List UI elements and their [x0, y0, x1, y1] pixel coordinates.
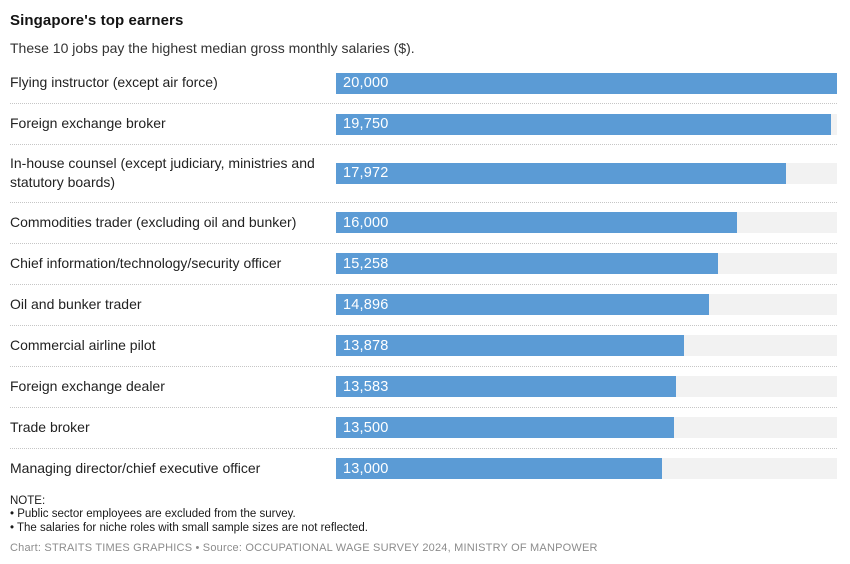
bar-row: Oil and bunker trader 14,896	[10, 285, 837, 326]
bar-value-label: 16,000	[343, 214, 389, 231]
bar-row: Foreign exchange broker 19,750	[10, 104, 837, 145]
note-line: • Public sector employees are excluded f…	[10, 508, 296, 521]
category-label: Commodities trader (excluding oil and bu…	[10, 213, 297, 230]
salary-bar: 19,750	[336, 113, 831, 135]
bar-row: Managing director/chief executive office…	[10, 449, 837, 489]
salary-bar: 13,500	[336, 417, 675, 439]
bar-value-label: 17,972	[343, 165, 389, 182]
category-label: Foreign exchange dealer	[10, 377, 165, 394]
bar-track: 19,750	[336, 113, 837, 135]
bar-row: In-house counsel (except judiciary, mini…	[10, 145, 837, 203]
category-label: Commercial airline pilot	[10, 336, 156, 353]
salary-bar: 14,896	[336, 294, 710, 316]
note-line: • The salaries for niche roles with smal…	[10, 522, 368, 535]
bar-value-label: 15,258	[343, 255, 389, 272]
salary-bar: 13,000	[336, 458, 662, 480]
bar-row: Chief information/technology/security of…	[10, 244, 837, 285]
chart-subtitle: These 10 jobs pay the highest median gro…	[10, 40, 415, 56]
salary-bar: 16,000	[336, 212, 737, 234]
bar-value-label: 14,896	[343, 296, 389, 313]
category-label: Oil and bunker trader	[10, 295, 142, 312]
source-credit: Chart: STRAITS TIMES GRAPHICS • Source: …	[10, 542, 598, 555]
salary-bar: 20,000	[336, 72, 837, 94]
bar-track: 13,878	[336, 335, 837, 357]
bar-value-label: 13,000	[343, 460, 389, 477]
bar-row: Flying instructor (except air force) 20,…	[10, 63, 837, 104]
bar-track: 14,896	[336, 294, 837, 316]
category-label: Trade broker	[10, 418, 90, 435]
chart-title: Singapore's top earners	[10, 12, 184, 29]
category-label: Foreign exchange broker	[10, 115, 166, 132]
salary-bar: 13,583	[336, 376, 677, 398]
bar-value-label: 13,500	[343, 419, 389, 436]
bar-track: 13,500	[336, 417, 837, 439]
bar-value-label: 19,750	[343, 116, 389, 132]
bar-track: 13,000	[336, 458, 837, 480]
category-label: Chief information/technology/security of…	[10, 254, 282, 271]
category-label: Managing director/chief executive office…	[10, 459, 261, 476]
bar-track: 17,972	[336, 162, 837, 184]
note-title: NOTE:	[10, 494, 46, 507]
bar-track: 16,000	[336, 212, 837, 234]
salary-bar: 17,972	[336, 162, 787, 184]
bar-row: Commodities trader (excluding oil and bu…	[10, 203, 837, 244]
bar-row: Trade broker 13,500	[10, 408, 837, 449]
bar-row: Commercial airline pilot 13,878	[10, 326, 837, 367]
bar-track: 15,258	[336, 253, 837, 275]
salary-bar: 13,878	[336, 335, 684, 357]
bar-chart: Flying instructor (except air force) 20,…	[10, 63, 837, 489]
salary-bar: 15,258	[336, 253, 719, 275]
bar-track: 13,583	[336, 376, 837, 398]
bar-track: 20,000	[336, 72, 837, 94]
note-block: NOTE: • Public sector employees are excl…	[10, 495, 837, 536]
bar-row: Foreign exchange dealer 13,583	[10, 367, 837, 408]
bar-value-label: 13,583	[343, 378, 389, 395]
category-label: In-house counsel (except judiciary, mini…	[10, 155, 315, 191]
bar-value-label: 20,000	[343, 75, 389, 91]
category-label: Flying instructor (except air force)	[10, 74, 218, 91]
bar-value-label: 13,878	[343, 337, 389, 354]
